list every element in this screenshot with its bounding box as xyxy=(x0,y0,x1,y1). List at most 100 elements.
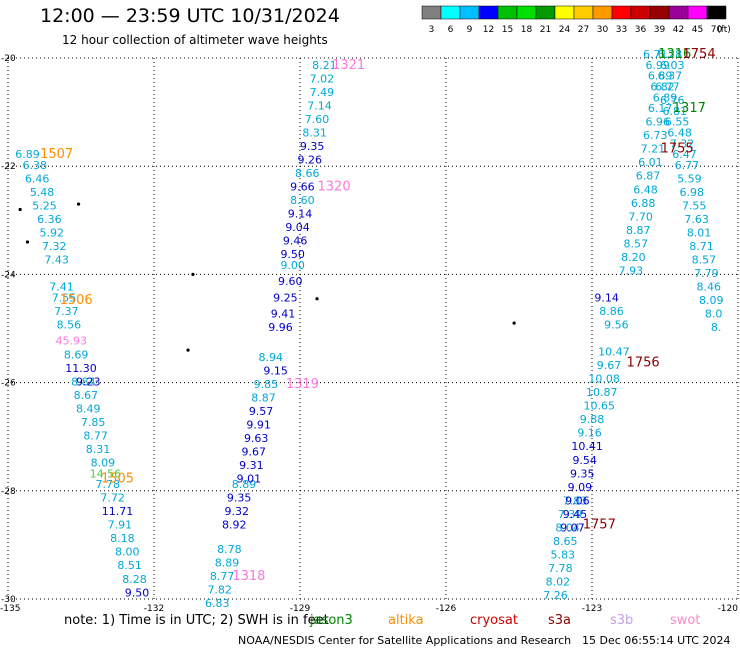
wave-height-value: 10.87 xyxy=(586,386,618,399)
color-scale-label: 36 xyxy=(635,25,647,35)
wave-height-value: 8.87 xyxy=(626,224,651,237)
wave-height-value: 7.93 xyxy=(619,264,644,277)
wave-height-value: 8.02 xyxy=(546,575,571,588)
pass-time-label: 1757 xyxy=(583,518,616,533)
wave-height-value: 5.48 xyxy=(30,186,55,199)
wave-height-value: 8.71 xyxy=(689,240,714,253)
wave-height-value: 7.63 xyxy=(684,213,709,226)
chart-title: 12:00 — 23:59 UTC 10/31/2024 xyxy=(40,5,340,27)
wave-height-value: 7.21 xyxy=(641,143,666,156)
wave-height-value: 9.31 xyxy=(239,459,264,472)
wave-height-value: 7.39 xyxy=(558,508,583,521)
wave-height-value: 6.81 xyxy=(662,105,687,118)
wave-height-value: 11.30 xyxy=(65,362,97,375)
wave-height-value: 6.88 xyxy=(631,197,656,210)
pass-time-label: 1506 xyxy=(60,293,93,308)
pass-time-label: 1507 xyxy=(40,147,73,162)
wave-height-value: 9.88 xyxy=(580,413,605,426)
satellite-label-swot: swot xyxy=(670,613,701,628)
wave-height-value: 9.16 xyxy=(577,427,602,440)
pass-time-label: 1317 xyxy=(673,101,706,116)
wave-height-value: 9.67 xyxy=(597,359,622,372)
wave-height-value: 5.92 xyxy=(40,227,65,240)
wave-height-value: 6.77 xyxy=(655,80,680,93)
island-marker xyxy=(18,207,22,212)
wave-height-value: 8.18 xyxy=(110,532,135,545)
wave-height-value: 6.89 xyxy=(648,70,673,83)
wave-height-value: 10.41 xyxy=(571,440,603,453)
wave-height-value: 8.51 xyxy=(117,559,142,572)
wave-height-value: 8.92 xyxy=(222,519,247,532)
wave-height-value: 8.89 xyxy=(232,478,257,491)
wave-height-value: 8.87 xyxy=(251,392,276,405)
wave-height-value: 7.78 xyxy=(96,478,121,491)
satellite-label-jason3: jason3 xyxy=(310,613,353,628)
wave-height-value: 8.60 xyxy=(290,194,315,207)
wave-height-value: 8.57 xyxy=(692,254,717,267)
wave-height-value: 7.32 xyxy=(670,137,695,150)
satellite-label-cryosat: cryosat xyxy=(470,613,518,628)
wave-height-value: 7.91 xyxy=(108,519,133,532)
wave-height-value: 7.70 xyxy=(628,210,653,223)
y-tick-label: -28 xyxy=(1,487,16,497)
pass-time-label: 1756 xyxy=(627,355,660,370)
wave-height-value: 6.76 xyxy=(660,94,685,107)
wave-height-value: 6.38 xyxy=(23,159,48,172)
x-tick-label: -123 xyxy=(582,604,602,614)
satellite-label-s3a: s3a xyxy=(548,613,572,628)
wave-height-value: 9.26 xyxy=(297,153,322,166)
x-tick-label: -120 xyxy=(718,604,739,614)
wave-height-value: 5.59 xyxy=(677,172,702,185)
wave-height-value: 7.85 xyxy=(81,416,106,429)
color-scale-label: 9 xyxy=(467,25,473,35)
pass-time-label: 1319 xyxy=(286,377,319,392)
wave-height-value: 7.83 xyxy=(563,494,588,507)
x-tick-label: -126 xyxy=(436,604,457,614)
y-tick-label: -24 xyxy=(1,270,16,280)
wave-height-value: 8.69 xyxy=(64,348,89,361)
wave-height-value: 6.83 xyxy=(205,597,230,610)
wave-height-value: 8.65 xyxy=(553,535,578,548)
color-swatch xyxy=(706,5,727,20)
wave-height-value: 8.09 xyxy=(91,456,116,469)
wave-height-value: 8.78 xyxy=(217,543,242,556)
wave-height-value: 10.65 xyxy=(584,400,616,413)
satellite-label-altika: altika xyxy=(388,613,424,628)
color-scale-label: (ft) xyxy=(717,25,731,35)
wave-height-value: 7.37 xyxy=(54,305,79,318)
wave-height-value: 6.47 xyxy=(672,148,697,161)
wave-height-value: 5.25 xyxy=(32,199,57,212)
wave-height-value: 6.89 xyxy=(653,91,678,104)
color-scale-label: 42 xyxy=(673,25,684,35)
pass-time-label: 1755 xyxy=(661,142,694,157)
generated-date: 15 Dec 06:55:14 UTC 2024 xyxy=(582,634,731,647)
island-marker xyxy=(76,202,81,206)
wave-height-value: 8.00 xyxy=(115,546,140,559)
x-tick-label: -132 xyxy=(144,604,164,614)
credit-line: NOAA/NESDIS Center for Satellite Applica… xyxy=(238,634,572,647)
wave-height-value: 8.89 xyxy=(215,557,240,570)
chart-subtitle: 12 hour collection of altimeter wave hei… xyxy=(62,33,328,47)
wave-height-value: 9.46 xyxy=(283,235,308,248)
island-marker xyxy=(315,297,319,301)
x-tick-label: -129 xyxy=(290,604,311,614)
wave-height-value: 9.00 xyxy=(280,259,305,272)
wave-height-value: 6.96 xyxy=(645,116,670,129)
wave-height-value: 8.20 xyxy=(621,251,646,264)
wave-height-value: 9.96 xyxy=(268,321,293,334)
color-scale-label: 18 xyxy=(521,25,533,35)
wave-height-value: 8.84 xyxy=(71,375,96,388)
color-scale-label: 27 xyxy=(578,25,589,35)
wave-height-value: 6.03 xyxy=(660,59,685,72)
wave-height-value: 8.56 xyxy=(57,319,82,332)
wave-height-value: 6.99 xyxy=(645,59,670,72)
wave-height-value: 8.67 xyxy=(74,389,99,402)
wave-height-value: 8.46 xyxy=(697,281,722,294)
wave-height-value: 9.35 xyxy=(227,492,252,505)
color-scale-label: 12 xyxy=(483,25,494,35)
wave-height-value: 9.35 xyxy=(570,467,595,480)
color-scale-legend: 3 6 9 12 15 18 21 24 27 30 33 36 39 42 45 70(ft) xyxy=(421,5,731,35)
wave-height-value: 9.67 xyxy=(242,446,267,459)
wave-height-value: 5.83 xyxy=(551,548,576,561)
